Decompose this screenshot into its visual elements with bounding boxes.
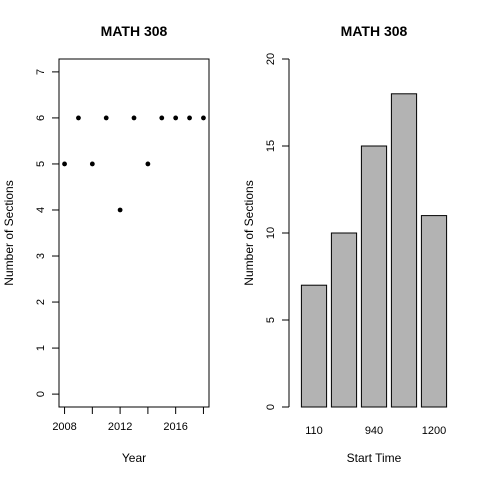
bar-y-axis: 0 5 10 15 20	[265, 53, 290, 410]
bar-y-tick-label: 0	[265, 404, 277, 410]
scatter-x-tick-label: 2008	[52, 421, 76, 433]
scatter-x-axis: 2008 2012 2016	[52, 406, 204, 433]
bar-y-tick-label: 5	[265, 317, 277, 323]
scatter-x-tick-label: 2016	[163, 421, 187, 433]
bar-category-label: 110	[305, 425, 323, 437]
scatter-point	[103, 115, 109, 121]
bar-category-label: 1200	[422, 425, 446, 437]
scatter-plot-box	[58, 58, 210, 408]
scatter-point	[159, 115, 165, 121]
scatter-y-tick-label: 5	[35, 161, 47, 167]
scatter-x-label: Year	[122, 451, 146, 465]
bar	[390, 93, 418, 408]
scatter-panel: MATH 308 2008 2012 2016 0 1 2 3 4 5 6 7 Year Numb…	[2, 23, 210, 465]
bar-y-tick-label: 20	[265, 53, 277, 65]
scatter-point	[117, 207, 123, 213]
scatter-point	[76, 115, 81, 121]
scatter-point	[131, 115, 137, 121]
scatter-y-tick-label: 0	[35, 391, 47, 397]
bar-x-axis: 110 940 1200	[305, 425, 446, 437]
scatter-y-tick-label: 6	[35, 115, 47, 121]
scatter-point	[187, 115, 192, 121]
bar-y-tick-label: 10	[265, 227, 277, 239]
bar	[330, 232, 358, 408]
scatter-y-tick-label: 7	[35, 69, 47, 75]
bar-category-label: 940	[365, 425, 383, 437]
scatter-y-tick-label: 1	[35, 345, 47, 351]
bar-y-tick-label: 15	[265, 140, 277, 152]
scatter-point	[145, 161, 151, 167]
scatter-points	[62, 115, 206, 213]
bar-y-label: Number of Sections	[242, 180, 256, 285]
scatter-x-tick-label: 2012	[108, 421, 132, 433]
scatter-point	[201, 115, 206, 121]
scatter-y-tick-label: 4	[35, 207, 47, 213]
scatter-y-tick-label: 3	[35, 253, 47, 259]
scatter-y-label: Number of Sections	[2, 180, 16, 285]
bar	[420, 215, 448, 408]
scatter-point	[62, 161, 67, 167]
bar	[300, 284, 328, 408]
scatter-y-axis: 0 1 2 3 4 5 6 7	[35, 69, 60, 397]
scatter-point	[89, 161, 95, 167]
bar	[360, 145, 388, 408]
bar-title: MATH 308	[341, 23, 408, 39]
bar-bars	[300, 93, 448, 408]
scatter-y-tick-label: 2	[35, 299, 47, 305]
scatter-title: MATH 308	[101, 23, 168, 39]
bar-x-label: Start Time	[347, 451, 402, 465]
scatter-point	[173, 115, 179, 121]
